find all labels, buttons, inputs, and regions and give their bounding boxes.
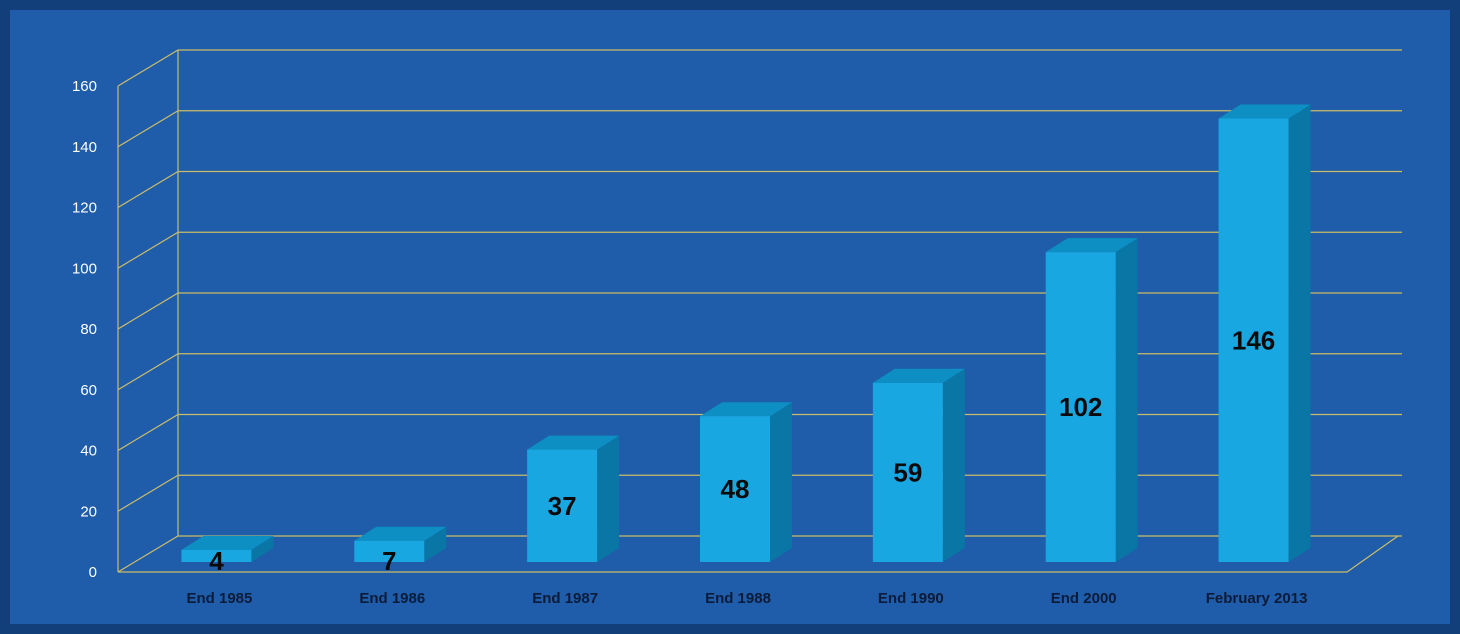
bar: 4 — [181, 535, 274, 576]
bar: 37 — [527, 435, 620, 562]
data-label: 48 — [721, 474, 750, 504]
bar: 59 — [872, 368, 965, 562]
bar-front — [527, 449, 598, 562]
bar-front — [181, 549, 252, 562]
x-tick-label: February 2013 — [1206, 590, 1308, 607]
bar-top — [1218, 104, 1311, 119]
y-tick-label: 120 — [72, 200, 97, 217]
bar: 146 — [1218, 104, 1311, 563]
data-label: 59 — [893, 457, 922, 487]
floor-edge — [118, 535, 1399, 573]
y-tick-label: 20 — [80, 503, 97, 520]
bar-top — [872, 368, 965, 383]
bar-side — [424, 526, 447, 562]
bar-top — [527, 435, 620, 450]
x-tick-label: End 1987 — [532, 590, 598, 607]
data-label: 102 — [1059, 392, 1102, 422]
y-tick-label: 40 — [80, 443, 97, 460]
x-axis-labels: End 1985 End 1986 End 1987 End 1988 End 1990… — [186, 590, 1307, 607]
bar-top — [181, 535, 274, 550]
y-tick-label: 80 — [80, 321, 97, 338]
y-axis: 0 20 40 60 80 100 120 140 160 — [72, 78, 97, 581]
gridlines — [117, 49, 1402, 573]
bar-side — [1288, 104, 1311, 563]
bar: 7 — [354, 526, 447, 576]
bar: 102 — [1045, 238, 1138, 563]
y-tick-label: 0 — [89, 564, 97, 581]
bar-top — [1045, 238, 1138, 253]
bar-top — [354, 526, 447, 541]
bars: 4 7 37 48 59 102 146 — [181, 104, 1311, 576]
x-tick-label: End 1985 — [186, 590, 252, 607]
bar-side — [770, 402, 792, 562]
bar-side — [942, 368, 965, 562]
bar-front — [1045, 252, 1116, 563]
bar-front — [1218, 118, 1289, 563]
data-label: 37 — [548, 491, 577, 521]
bar-front — [700, 416, 770, 562]
bar-side — [251, 535, 274, 562]
bar-side — [1115, 238, 1138, 563]
bar-front — [872, 382, 943, 562]
y-tick-label: 60 — [80, 382, 97, 399]
y-tick-label: 160 — [72, 78, 97, 95]
y-tick-label: 100 — [72, 260, 97, 277]
data-label: 146 — [1232, 325, 1275, 355]
bar-front — [354, 540, 425, 562]
data-label: 4 — [209, 546, 224, 576]
x-tick-label: End 1986 — [359, 590, 425, 607]
bar: 48 — [700, 402, 792, 562]
y-tick-label: 140 — [72, 139, 97, 156]
x-tick-label: End 2000 — [1051, 590, 1117, 607]
bar-side — [597, 435, 620, 562]
x-tick-label: End 1988 — [705, 590, 771, 607]
data-label: 7 — [382, 546, 396, 576]
bar-top — [700, 402, 792, 417]
x-tick-label: End 1990 — [878, 590, 944, 607]
